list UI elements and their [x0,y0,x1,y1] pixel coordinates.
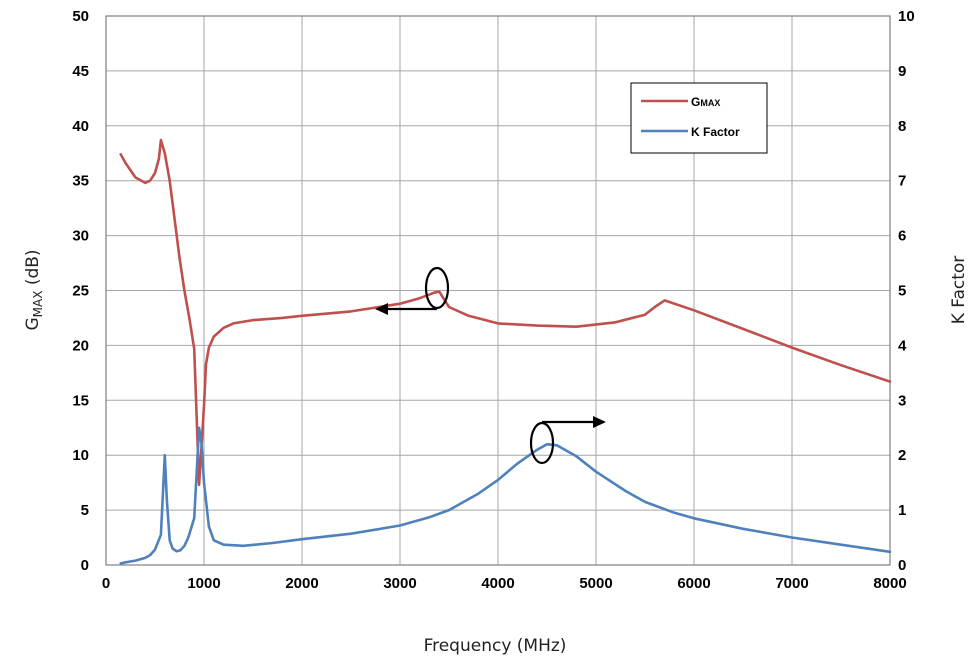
y-left-title-main: G [23,317,43,330]
x-tick-label: 1000 [187,575,220,592]
y-right-tick-label: 5 [898,283,906,300]
x-tick-label: 3000 [383,575,416,592]
y-left-tick-label: 50 [72,8,89,25]
legend: GMAX K Factor [630,82,768,154]
y-left-title-sub: MAX [31,291,45,318]
y-right-tick-label: 0 [898,557,906,574]
x-axis-title: Frequency (MHz) [424,636,567,656]
y-right-tick-label: 7 [898,173,906,190]
legend-label-kfactor: K Factor [691,125,740,139]
x-tick-label: 6000 [677,575,710,592]
x-tick-label: 0 [102,575,110,592]
y-right-tick-label: 10 [898,8,915,25]
series-group [119,138,892,565]
y-right-tick-label: 4 [898,337,907,354]
gmax-axis-indicator [375,266,450,315]
y-right-tick-label: 1 [898,502,906,519]
x-tick-label: 2000 [285,575,318,592]
y-left-tick-label: 25 [72,283,89,300]
series-line-kfactor [119,426,892,565]
legend-gmax-sub: MAX [700,98,720,108]
y-left-tick-labels: 0 5 10 15 20 25 30 35 40 45 50 [72,8,89,574]
y-left-tick-label: 35 [72,173,89,190]
gmax-indicator-ellipse [424,266,450,310]
y-right-tick-label: 9 [898,63,906,80]
y-right-tick-labels: 0 1 2 3 4 5 6 7 8 9 10 [898,8,915,574]
y-right-tick-label: 3 [898,392,906,409]
y-left-tick-label: 5 [81,502,89,519]
y-right-tick-label: 8 [898,118,906,135]
y-left-tick-label: 15 [72,392,89,409]
y-left-axis-title: GMAX (dB) [23,249,45,330]
legend-box [630,82,768,154]
x-tick-label: 7000 [775,575,808,592]
y-left-tick-label: 30 [72,228,89,245]
x-tick-label: 4000 [481,575,514,592]
series-line-gmax [119,138,892,487]
y-left-tick-label: 40 [72,118,89,135]
legend-label-gmax: GMAX [691,95,720,109]
plot-area-border [105,15,891,566]
y-left-tick-label: 20 [72,337,89,354]
kfactor-indicator-arrowhead [593,416,606,428]
y-right-tick-label: 2 [898,447,906,464]
x-tick-label: 5000 [579,575,612,592]
y-left-title-suffix: (dB) [23,249,43,290]
y-left-tick-label: 10 [72,447,89,464]
kfactor-axis-indicator [529,416,606,465]
grid-lines [106,16,890,565]
y-left-tick-label: 45 [72,63,89,80]
legend-gmax-main: G [691,95,700,109]
y-right-axis-title: K Factor [949,256,969,325]
kfactor-indicator-ellipse [529,421,555,465]
x-tick-label: 8000 [873,575,906,592]
y-right-tick-label: 6 [898,228,906,245]
x-tick-labels: 0 1000 2000 3000 4000 5000 6000 7000 8000 [102,575,907,592]
y-left-tick-label: 0 [81,557,89,574]
gmax-indicator-arrowhead [375,303,388,315]
